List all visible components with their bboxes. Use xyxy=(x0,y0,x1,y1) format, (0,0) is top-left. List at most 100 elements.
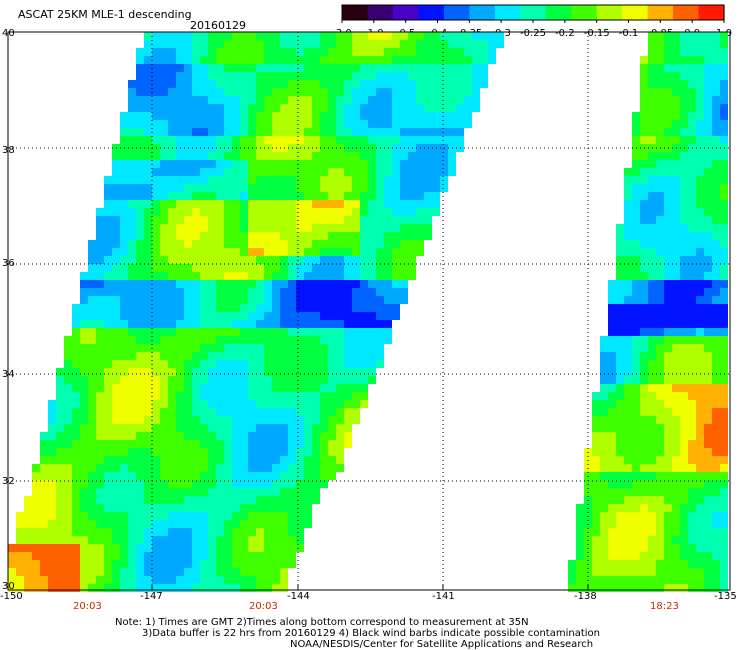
swath-cell xyxy=(232,472,240,480)
swath-cell xyxy=(720,152,728,160)
swath-cell xyxy=(104,232,112,240)
swath-cell xyxy=(240,280,248,288)
swath-cell xyxy=(248,216,256,224)
swath-cell xyxy=(192,88,200,96)
swath-cell xyxy=(392,56,400,64)
swath-cell xyxy=(248,64,256,72)
swath-cell xyxy=(696,96,704,104)
swath-cell xyxy=(176,48,184,56)
swath-cell xyxy=(632,504,640,512)
swath-cell xyxy=(304,400,312,408)
swath-cell xyxy=(192,280,200,288)
swath-cell xyxy=(632,304,640,312)
swath-cell xyxy=(600,496,608,504)
swath-cell xyxy=(176,112,184,120)
swath-cell xyxy=(712,32,720,40)
swath-cell xyxy=(248,184,256,192)
swath-cell xyxy=(192,440,200,448)
swath-cell xyxy=(96,520,104,528)
swath-cell xyxy=(592,512,600,520)
swath-cell xyxy=(664,400,672,408)
swath-cell xyxy=(304,296,312,304)
swath-cell xyxy=(304,72,312,80)
swath-cell xyxy=(384,72,392,80)
swath-cell xyxy=(712,264,720,272)
swath-cell xyxy=(232,416,240,424)
map-frame xyxy=(7,31,731,591)
swath-cell xyxy=(200,424,208,432)
swath-cell xyxy=(656,272,664,280)
swath-cell xyxy=(216,104,224,112)
swath-cell xyxy=(704,376,712,384)
swath-cell xyxy=(480,72,488,80)
swath-cell xyxy=(96,496,104,504)
swath-cell xyxy=(688,400,696,408)
swath-cell xyxy=(688,288,696,296)
swath-cell xyxy=(64,512,72,520)
swath-cell xyxy=(232,272,240,280)
swath-cell xyxy=(680,440,688,448)
swath-cell xyxy=(368,224,376,232)
swath-cell xyxy=(376,320,384,328)
swath-cell xyxy=(344,88,352,96)
swath-cell xyxy=(136,512,144,520)
swath-cell xyxy=(80,520,88,528)
swath-cell xyxy=(696,392,704,400)
swath-cell xyxy=(16,528,24,536)
colorbar-label: -0.2 xyxy=(555,28,575,39)
swath-cell xyxy=(112,408,120,416)
swath-cell xyxy=(224,104,232,112)
swath-cell xyxy=(96,336,104,344)
swath-cell xyxy=(328,192,336,200)
swath-cell xyxy=(80,544,88,552)
swath-cell xyxy=(688,448,696,456)
swath-cell xyxy=(192,384,200,392)
swath-cell xyxy=(432,40,440,48)
swath-cell xyxy=(184,464,192,472)
swath-cell xyxy=(136,64,144,72)
swath-cell xyxy=(328,104,336,112)
swath-cell xyxy=(248,264,256,272)
swath-cell xyxy=(96,400,104,408)
swath-cell xyxy=(672,48,680,56)
swath-cell xyxy=(288,360,296,368)
swath-cell xyxy=(360,360,368,368)
swath-cell xyxy=(608,416,616,424)
swath-cell xyxy=(136,288,144,296)
swath-cell xyxy=(696,472,704,480)
swath-cell xyxy=(272,448,280,456)
swath-cell xyxy=(216,544,224,552)
swath-cell xyxy=(104,424,112,432)
swath-cell xyxy=(104,512,112,520)
swath-cell xyxy=(328,136,336,144)
swath-cell xyxy=(160,224,168,232)
swath-cell xyxy=(712,328,720,336)
swath-cell xyxy=(440,160,448,168)
swath-cell xyxy=(392,296,400,304)
swath-cell xyxy=(640,168,648,176)
swath-cell xyxy=(264,56,272,64)
swath-cell xyxy=(56,584,64,592)
swath-cell xyxy=(672,504,680,512)
swath-cell xyxy=(704,328,712,336)
swath-cell xyxy=(312,488,320,496)
swath-cell xyxy=(312,464,320,472)
swath-cell xyxy=(216,512,224,520)
swath-cell xyxy=(192,240,200,248)
swath-cell xyxy=(200,168,208,176)
swath-cell xyxy=(304,288,312,296)
swath-cell xyxy=(712,440,720,448)
swath-cell xyxy=(144,208,152,216)
swath-cell xyxy=(232,128,240,136)
swath-cell xyxy=(224,232,232,240)
swath-cell xyxy=(184,200,192,208)
swath-cell xyxy=(704,192,712,200)
swath-cell xyxy=(320,472,328,480)
swath-cell xyxy=(264,424,272,432)
swath-cell xyxy=(256,272,264,280)
swath-cell xyxy=(592,576,600,584)
swath-cell xyxy=(360,176,368,184)
swath-cell xyxy=(144,560,152,568)
swath-cell xyxy=(296,456,304,464)
swath-cell xyxy=(368,176,376,184)
